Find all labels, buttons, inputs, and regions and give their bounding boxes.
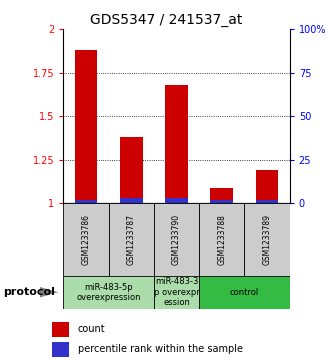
Bar [256, 200, 278, 203]
Bar [52, 342, 69, 357]
Bar [210, 188, 233, 203]
Bar [199, 203, 244, 276]
Bar [154, 203, 199, 276]
Text: count: count [78, 325, 105, 334]
Bar [120, 198, 143, 203]
Text: percentile rank within the sample: percentile rank within the sample [78, 344, 243, 354]
Text: GSM1233786: GSM1233786 [81, 214, 91, 265]
Text: protocol: protocol [3, 287, 55, 297]
Polygon shape [40, 287, 58, 297]
Bar [210, 200, 233, 203]
Bar [63, 203, 109, 276]
Text: GSM1233790: GSM1233790 [172, 214, 181, 265]
Text: GDS5347 / 241537_at: GDS5347 / 241537_at [90, 13, 243, 27]
Bar [52, 322, 69, 337]
Text: GSM1233788: GSM1233788 [217, 214, 226, 265]
Text: GSM1233789: GSM1233789 [262, 214, 272, 265]
Bar [75, 200, 97, 203]
Text: GSM1233787: GSM1233787 [127, 214, 136, 265]
Bar [75, 50, 97, 203]
Text: control: control [230, 288, 259, 297]
Bar [165, 85, 188, 203]
Bar [199, 276, 290, 309]
Bar [256, 170, 278, 203]
Bar [154, 276, 199, 309]
Bar [165, 198, 188, 203]
Text: miR-483-3
p overexpr
ession: miR-483-3 p overexpr ession [154, 277, 199, 307]
Bar [109, 203, 154, 276]
Bar [120, 137, 143, 203]
Text: miR-483-5p
overexpression: miR-483-5p overexpression [76, 282, 141, 302]
Bar [63, 276, 154, 309]
Bar [244, 203, 290, 276]
